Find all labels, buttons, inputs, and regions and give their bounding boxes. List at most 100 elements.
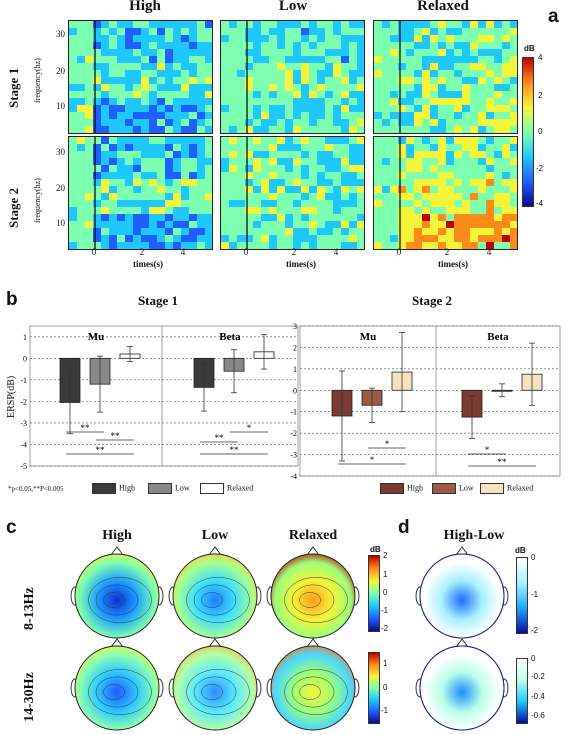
topoplots bbox=[70, 546, 509, 731]
colorbar-tick: 0 bbox=[531, 654, 536, 663]
xtick: 4 bbox=[180, 247, 186, 257]
row-title-stage2: Stage 2 bbox=[6, 187, 21, 228]
colorbar-tick: 0 bbox=[538, 127, 543, 136]
significance-mark: * bbox=[247, 423, 252, 433]
contour-line bbox=[284, 669, 348, 715]
head-nose bbox=[110, 638, 124, 648]
y-tick-label: 0 bbox=[293, 386, 297, 395]
significance-mark: ** bbox=[215, 433, 225, 443]
timefreq-heatmap bbox=[220, 136, 365, 250]
contour-line bbox=[186, 669, 250, 715]
xtick: 2 bbox=[444, 247, 450, 257]
legend-item-high-2: High bbox=[380, 483, 423, 494]
y-tick-label: -3 bbox=[290, 451, 297, 460]
legend-item-relaxed-2: Relaxed bbox=[480, 483, 533, 494]
col-title-high: High bbox=[129, 0, 161, 14]
colorbar-a bbox=[522, 57, 534, 207]
colorbar-c1-unit: dB bbox=[370, 545, 381, 554]
colorbar-tick: -2 bbox=[531, 626, 539, 635]
legend-item-high: High bbox=[92, 483, 135, 494]
timefreq-heatmap bbox=[373, 20, 518, 134]
colorbar-unit: dB bbox=[524, 44, 535, 53]
bar-charts: Mu******Beta*****Mu**Beta***10-1-2-3-4-5… bbox=[20, 322, 561, 481]
colorbar-tick: -2 bbox=[536, 164, 544, 173]
y-tick-label: 3 bbox=[293, 322, 297, 331]
colorbar-tick: -0.4 bbox=[531, 692, 545, 701]
contour-line bbox=[201, 684, 223, 700]
legend-item-low-2: Low bbox=[432, 483, 474, 494]
scalp-map bbox=[270, 645, 356, 731]
contour-line bbox=[299, 592, 321, 608]
contour-line bbox=[291, 584, 335, 616]
head-nose bbox=[208, 546, 222, 556]
col-title-low: Low bbox=[278, 0, 308, 14]
ytick: 20 bbox=[56, 183, 65, 193]
y-tick-label: 1 bbox=[293, 365, 297, 374]
y-tick-label: -3 bbox=[20, 419, 27, 428]
colorbar-tick: -0.6 bbox=[531, 711, 545, 720]
panel-label-a: a bbox=[548, 6, 559, 27]
y-tick-label: -1 bbox=[290, 408, 297, 417]
scalp-map bbox=[172, 645, 258, 731]
contour-line bbox=[95, 584, 139, 616]
head-nose bbox=[110, 546, 124, 556]
xlabel-low: times(s) bbox=[286, 259, 316, 269]
legend-item-low: Low bbox=[148, 483, 190, 494]
ytick: 20 bbox=[56, 66, 65, 76]
significance-mark: ** bbox=[230, 445, 240, 455]
significance-footnote: *p<0.05,**P<0.005 bbox=[8, 485, 64, 493]
ytick: 10 bbox=[56, 101, 65, 111]
xtick: 2 bbox=[139, 247, 145, 257]
bar-chart-subtitle: Beta bbox=[219, 331, 241, 343]
contour-line bbox=[201, 592, 223, 608]
contour-line bbox=[186, 577, 250, 623]
y-tick-label: 0 bbox=[23, 354, 27, 363]
head-nose bbox=[306, 638, 320, 648]
scalp-map bbox=[270, 553, 356, 639]
colorbar-d2 bbox=[516, 658, 528, 724]
head-nose bbox=[306, 546, 320, 556]
contour-line bbox=[95, 676, 139, 708]
panel-label-c: c bbox=[6, 517, 17, 538]
ytick: 10 bbox=[56, 218, 65, 228]
significance-mark: ** bbox=[96, 445, 106, 455]
topo-col-high-low: High-Low bbox=[443, 528, 505, 543]
ylabel-stage2: frequency(hz) bbox=[33, 178, 42, 223]
contour-line bbox=[291, 676, 335, 708]
topo-col-low: Low bbox=[201, 528, 229, 543]
y-tick-label: -2 bbox=[20, 397, 27, 406]
colorbar-tick: 0 bbox=[383, 588, 388, 597]
xtick: 4 bbox=[486, 247, 492, 257]
topo-col-high: High bbox=[102, 528, 132, 543]
timefreq-heatmap bbox=[373, 136, 518, 250]
colorbar-c1 bbox=[368, 555, 380, 632]
colorbar-tick: 1 bbox=[383, 659, 388, 668]
xlabel-relaxed: times(s) bbox=[438, 259, 468, 269]
colorbar-tick: 2 bbox=[538, 91, 543, 100]
colorbar-tick: -0.2 bbox=[531, 672, 545, 681]
contour-line bbox=[299, 684, 321, 700]
xtick: 0 bbox=[396, 247, 402, 257]
significance-mark: ** bbox=[498, 457, 508, 467]
stage2-title: Stage 2 bbox=[411, 293, 453, 308]
colorbar-tick: -1 bbox=[531, 590, 539, 599]
colorbar-tick: 2 bbox=[383, 551, 388, 560]
y-tick-label: -5 bbox=[20, 462, 27, 471]
panel-label-b: b bbox=[6, 289, 18, 310]
contour-line bbox=[284, 577, 348, 623]
contour-line bbox=[193, 676, 237, 708]
colorbar-tick: -1 bbox=[381, 606, 389, 615]
contour-line bbox=[88, 577, 152, 623]
head-nose bbox=[208, 638, 222, 648]
scalp-map bbox=[74, 553, 160, 639]
significance-mark: ** bbox=[111, 431, 121, 441]
xtick: 0 bbox=[243, 247, 249, 257]
stage1-title: Stage 1 bbox=[137, 293, 179, 308]
significance-mark: * bbox=[385, 439, 390, 449]
timefreq-heatmap bbox=[68, 136, 213, 250]
xtick: 4 bbox=[333, 247, 339, 257]
colorbar-tick: 0 bbox=[531, 553, 536, 562]
colorbar-c2 bbox=[368, 652, 380, 724]
bar-chart-subtitle: Mu bbox=[360, 331, 377, 343]
colorbar-tick: 1 bbox=[383, 570, 388, 579]
